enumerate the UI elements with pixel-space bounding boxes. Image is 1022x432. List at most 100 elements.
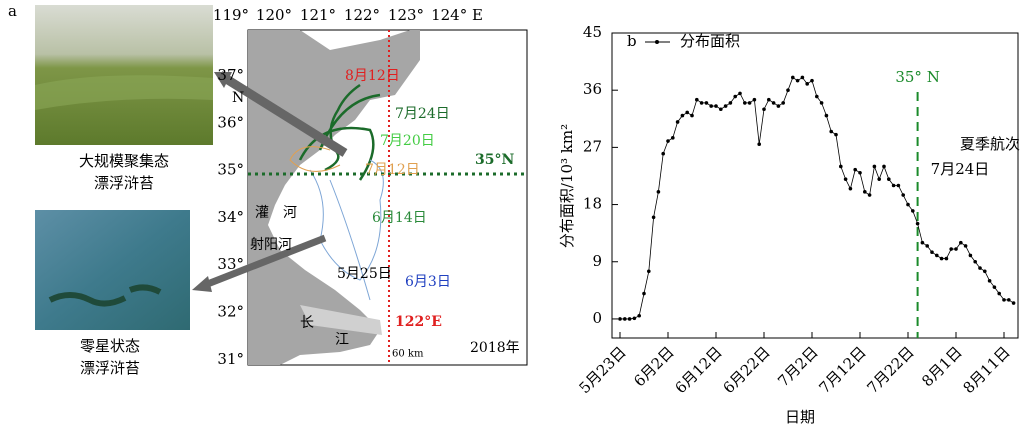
data-point: [714, 104, 718, 108]
x-tick-label: 6月2日: [630, 343, 677, 390]
caption: 漂浮浒苔: [94, 174, 154, 192]
data-point: [666, 139, 670, 143]
data-point: [853, 167, 857, 172]
data-point: [776, 104, 781, 108]
y-tick-label: 9: [592, 252, 602, 270]
contour: [289, 146, 341, 172]
data-point: [935, 253, 939, 258]
data-point: [623, 317, 627, 321]
data-point: [719, 107, 723, 112]
data-point: [843, 177, 848, 181]
data-point: [1002, 298, 1006, 302]
data-point: [690, 113, 694, 118]
lat-label: 32°: [217, 303, 244, 321]
data-point: [795, 78, 800, 83]
data-point: [920, 240, 925, 245]
x-axis-label: 日期: [785, 408, 815, 426]
photo-detail: [48, 284, 162, 307]
lon-label: 124° E: [431, 6, 483, 24]
lon-label: 120°: [256, 6, 292, 24]
y-tick-label: 36: [583, 80, 602, 98]
data-point: [757, 142, 761, 146]
lat-label: 35°: [217, 161, 244, 179]
data-point: [671, 136, 675, 140]
data-point: [867, 193, 872, 197]
x-tick-label: 8月1日: [918, 343, 965, 390]
data-point: [786, 88, 790, 92]
data-point: [704, 101, 709, 105]
data-point: [848, 186, 853, 191]
data-point: [815, 94, 819, 99]
place: 河: [283, 205, 297, 221]
data-point: [959, 240, 963, 245]
data-point: [1007, 298, 1011, 302]
x-tick-label: 8月11日: [959, 343, 1013, 397]
photo-detail: [35, 75, 213, 110]
data-point: [978, 266, 982, 270]
land: [300, 305, 382, 335]
arrow: [217, 71, 348, 157]
data-point: [954, 247, 958, 251]
x-tick-label: 6月12日: [671, 343, 725, 397]
y-tick-label: 0: [592, 309, 602, 327]
arrow-head: [192, 276, 212, 292]
data-point: [987, 279, 992, 283]
x-tick-label: 7月12日: [815, 343, 869, 397]
y-axis-label: 分布面积/10³ km²: [558, 124, 576, 248]
data-point: [877, 177, 881, 181]
lon-labels: 119° 120° 121° 122° 123° 124° E: [213, 6, 483, 24]
contour-label: 5月25日: [337, 266, 392, 282]
lon-label: 122°: [344, 6, 380, 24]
plot-frame: [611, 32, 1019, 339]
lat-unit: N: [232, 90, 244, 106]
data-point: [983, 269, 987, 274]
data-point: [887, 177, 891, 181]
data-point: [805, 82, 809, 86]
caption: 大规模聚集态: [79, 152, 169, 170]
arrow: [203, 234, 327, 289]
data-point: [834, 132, 838, 137]
data-point: [647, 269, 651, 274]
data-point: [627, 317, 632, 321]
data-point: [733, 94, 737, 99]
legend-marker: [655, 40, 659, 44]
data-point: [882, 164, 886, 169]
legend-label: 分布面积: [680, 32, 740, 50]
data-point: [963, 244, 968, 248]
y-tick-label: 18: [583, 195, 602, 213]
data-point: [829, 129, 833, 134]
annotation: 夏季航次: [960, 135, 1020, 153]
data-point: [997, 291, 1001, 296]
contour-label: 7月20日: [380, 133, 435, 149]
data-point: [863, 190, 867, 194]
contour-label: 7月12日: [365, 162, 420, 178]
data-point: [992, 285, 997, 289]
data-point: [906, 202, 910, 207]
x-tick-label: 7月22日: [863, 343, 917, 397]
data-point: [896, 183, 901, 188]
contour: [309, 159, 384, 301]
data-point: [675, 120, 680, 124]
place: 江: [335, 332, 349, 348]
data-point: [699, 101, 704, 105]
data-point: [637, 313, 641, 318]
reference-label: 35° N: [895, 68, 939, 86]
contour-label: 6月14日: [372, 210, 427, 226]
data-point: [791, 75, 795, 80]
data-point: [858, 170, 862, 175]
data-point: [939, 256, 944, 261]
line-label: 35°N: [475, 152, 514, 168]
data-point: [1011, 301, 1016, 305]
data-point: [911, 209, 915, 213]
lat-label: 33°: [217, 255, 244, 273]
data-point: [642, 291, 646, 296]
data-point: [973, 259, 977, 264]
lat-label: 31°: [217, 350, 244, 368]
data-point: [738, 91, 742, 96]
line-label: 122°E: [395, 314, 442, 330]
data-point: [925, 244, 929, 248]
data-point: [651, 215, 656, 220]
arrow-head: [214, 72, 232, 88]
y-tick-label: 45: [583, 23, 602, 41]
